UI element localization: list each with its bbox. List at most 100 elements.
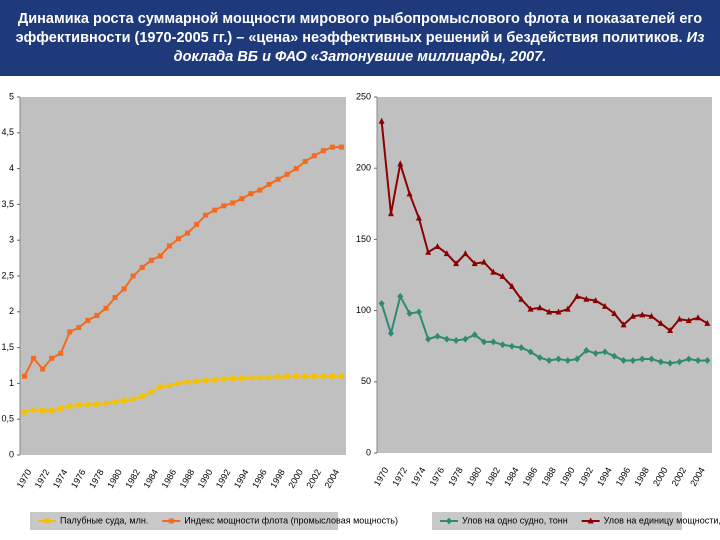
header: Динамика роста суммарной мощности мирово… [0,0,720,76]
marker [462,335,469,343]
x-tick-label: 1982 [123,468,142,490]
marker [518,295,525,302]
marker [248,191,254,197]
y-tick-label: 3,5 [1,199,14,209]
marker [378,117,385,124]
marker [406,309,413,317]
marker [415,308,422,316]
marker [508,282,515,289]
marker [676,315,683,322]
marker [239,375,245,381]
x-tick-label: 1994 [595,466,614,488]
marker [490,268,497,275]
x-tick-label: 1998 [632,466,651,488]
marker [592,349,599,357]
x-tick-label: 1992 [576,466,595,488]
marker [434,332,441,340]
x-tick-label: 2000 [651,466,670,488]
marker [266,181,272,187]
legend-box [432,512,682,530]
marker [338,144,344,150]
marker [527,348,534,356]
marker [203,378,209,384]
y-tick-label: 1 [9,378,14,388]
x-tick-label: 2000 [286,468,305,490]
marker [704,319,711,326]
marker [139,393,145,399]
x-tick-label: 1986 [521,466,540,488]
y-tick-label: 1,5 [1,342,14,352]
marker [667,359,674,367]
marker [175,380,181,386]
marker [592,297,599,304]
x-tick-label: 1972 [33,468,52,490]
marker [397,292,404,300]
marker [629,356,636,364]
y-tick-label: 4,5 [1,127,14,137]
marker [185,379,191,385]
marker [112,294,118,300]
legend-label: Улов на одно судно, тонн [462,515,568,525]
marker [221,376,227,382]
marker [648,312,655,319]
x-tick-label: 1988 [539,466,558,488]
x-tick-label: 2002 [304,468,323,490]
marker [685,355,692,363]
marker [320,373,326,379]
legend-label: Палубные суда, млн. [60,515,148,525]
marker [329,373,335,379]
marker [583,346,590,354]
marker [657,319,664,326]
marker [293,373,299,379]
marker [85,402,91,408]
y-tick-label: 100 [356,305,371,315]
marker [481,258,488,265]
marker [695,356,702,364]
x-tick-label: 1996 [250,468,269,490]
y-tick-label: 4 [9,163,14,173]
x-tick-label: 2004 [323,468,342,490]
marker [22,409,28,415]
marker [611,352,618,360]
marker [574,355,581,363]
marker [185,230,191,236]
marker [212,207,218,213]
marker [166,383,172,389]
x-tick-label: 1980 [105,468,124,490]
marker [103,400,109,406]
x-tick-label: 1990 [196,468,215,490]
y-tick-label: 0 [366,447,371,457]
marker [536,354,543,362]
marker [22,373,28,379]
marker [311,153,317,159]
marker [471,260,478,267]
marker [40,366,46,372]
marker [527,305,534,312]
marker [302,158,308,164]
marker [425,248,432,255]
marker [284,373,290,379]
marker [257,187,263,193]
y-tick-label: 2,5 [1,270,14,280]
marker [499,272,506,279]
marker [320,148,326,154]
marker [157,253,163,259]
x-tick-label: 1976 [428,466,447,488]
x-tick-label: 1970 [372,466,391,488]
y-tick-label: 0,5 [1,414,14,424]
marker [415,214,422,221]
marker [446,517,452,525]
x-tick-label: 1986 [160,468,179,490]
marker [212,377,218,383]
marker [434,243,441,250]
x-tick-label: 1974 [51,468,70,490]
marker [378,299,385,307]
marker [293,166,299,172]
marker [121,398,127,404]
marker [166,243,172,249]
x-tick-label: 1972 [390,466,409,488]
x-tick-label: 1990 [558,466,577,488]
marker [685,317,692,324]
